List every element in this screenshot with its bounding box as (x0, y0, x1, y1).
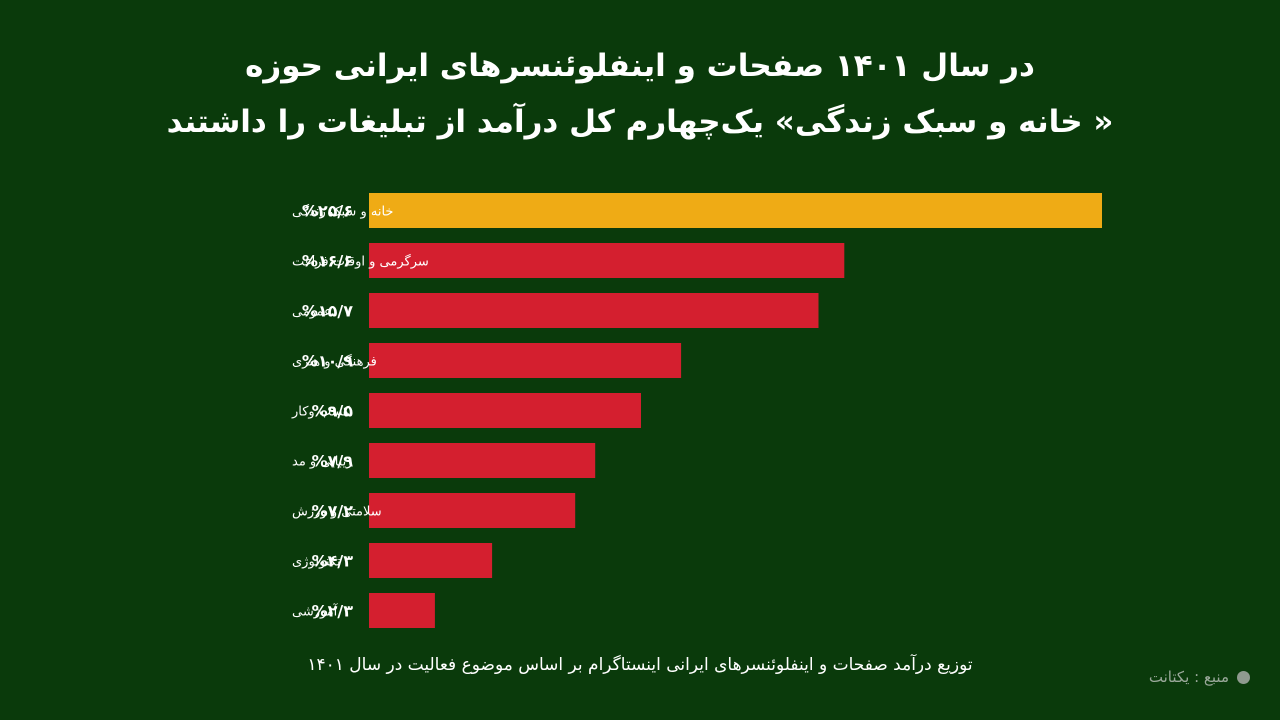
value-label-1: %۱۶/۶ (302, 252, 353, 271)
chart-title: در سال ۱۴۰۱ صفحات و اینفلوئنسرهای ایرانی… (0, 38, 1280, 150)
title-line-2: « خانه و سبک زندگی» یک‌چهارم کل درآمد از… (166, 104, 1114, 140)
bar-6 (369, 493, 576, 528)
source-dot-icon (1237, 671, 1250, 684)
category-label-3: فرهنگی و هنری (292, 354, 377, 370)
value-label-6: %۷/۲ (312, 502, 354, 521)
category-label-0: خانه و سبک زندگی (292, 204, 393, 220)
value-label-7: %۴/۳ (312, 552, 354, 571)
value-label-4: %۹/۵ (312, 402, 354, 421)
value-label-0: %۲۵/۶ (302, 202, 353, 221)
bar-8 (369, 593, 435, 628)
bar-0 (369, 193, 1102, 228)
bar-1 (369, 243, 845, 278)
category-label-1: سرگرمی و اوقات فراغت (292, 254, 429, 270)
bar-7 (369, 543, 493, 578)
bar-2 (369, 293, 819, 328)
category-label-6: سلامتی و ورزش (292, 505, 382, 520)
bar-4 (369, 393, 641, 428)
value-label-5: %۷/۹ (312, 452, 354, 471)
category-label-5: زیبایی و مد (292, 455, 353, 470)
source-note: منبع : یکتانت (1100, 668, 1250, 686)
value-label-2: %۱۵/۷ (302, 302, 353, 321)
title-line-1: در سال ۱۴۰۱ صفحات و اینفلوئنسرهای ایرانی… (245, 48, 1035, 84)
category-label-4: کسب وکار (291, 405, 350, 420)
category-label-7: تکنولوژی (292, 555, 341, 570)
category-label-8: آموزشی (292, 603, 339, 620)
bar-3 (369, 343, 682, 378)
category-label-2: عمومی (292, 305, 332, 320)
source-text: منبع : یکتانت (1148, 668, 1229, 686)
value-label-8: %۲/۳ (312, 602, 354, 621)
chart-caption: توزیع درآمد صفحات و اینفلوئنسرهای ایرانی… (307, 655, 973, 675)
value-label-3: %۱۰/۹ (302, 352, 353, 371)
bar-5 (369, 443, 596, 478)
